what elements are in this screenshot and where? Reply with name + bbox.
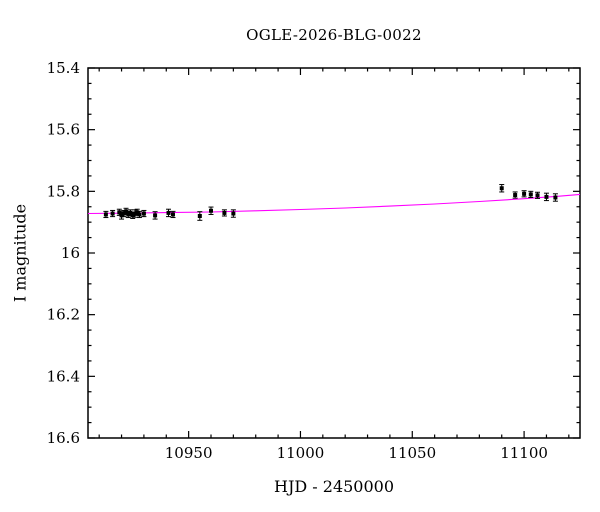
- x-tick-labels: 10950 11000 11050 11100: [165, 444, 548, 462]
- y-tick-label: 15.4: [47, 59, 80, 77]
- data-point-marker: [121, 211, 126, 216]
- y-tick-label: 16.2: [47, 306, 80, 324]
- data-point-marker: [153, 213, 158, 218]
- data-point-marker: [544, 194, 549, 199]
- axis-ticks: [88, 67, 580, 439]
- data-point-marker: [130, 213, 135, 218]
- y-tick-labels: 15.4 15.6 15.8 16 16.2 16.4 16.6: [47, 59, 80, 447]
- data-point-marker: [135, 210, 140, 215]
- x-tick-label: 10950: [165, 444, 213, 462]
- data-point-marker: [132, 211, 137, 216]
- data-point-marker: [513, 193, 518, 198]
- data-point-marker: [117, 210, 122, 215]
- model-curve: [87, 193, 581, 215]
- data-point-marker: [528, 192, 533, 197]
- plot-frame: [87, 67, 581, 439]
- data-point-marker: [137, 212, 142, 217]
- data-point-marker: [222, 210, 227, 215]
- y-tick-label: 16.6: [47, 429, 80, 447]
- data-point-marker: [231, 211, 236, 216]
- data-point-marker: [126, 212, 131, 217]
- data-point-marker: [141, 211, 146, 216]
- data-point-marker: [110, 211, 115, 216]
- data-point-marker: [535, 193, 540, 198]
- data-point-marker: [103, 212, 108, 217]
- x-tick-label: 11100: [500, 444, 548, 462]
- data-point-marker: [209, 208, 213, 213]
- data-point-marker: [197, 214, 202, 218]
- x-axis-label: HJD - 2450000: [273, 477, 395, 496]
- data-point-marker: [128, 210, 133, 215]
- data-point-marker: [170, 212, 175, 217]
- y-tick-label: 16: [61, 244, 80, 262]
- data-points: [103, 184, 558, 221]
- data-point-marker: [522, 191, 527, 196]
- data-point-marker: [499, 186, 504, 191]
- data-point-marker: [166, 210, 171, 215]
- data-point-marker: [119, 213, 124, 218]
- x-tick-label: 11050: [388, 444, 436, 462]
- y-tick-label: 15.6: [47, 121, 80, 139]
- x-tick-label: 11000: [277, 444, 325, 462]
- y-tick-label: 15.8: [47, 182, 80, 200]
- chart-title: OGLE-2026-BLG-0022: [246, 26, 422, 44]
- y-tick-label: 16.4: [47, 367, 80, 385]
- data-point-marker: [553, 195, 558, 200]
